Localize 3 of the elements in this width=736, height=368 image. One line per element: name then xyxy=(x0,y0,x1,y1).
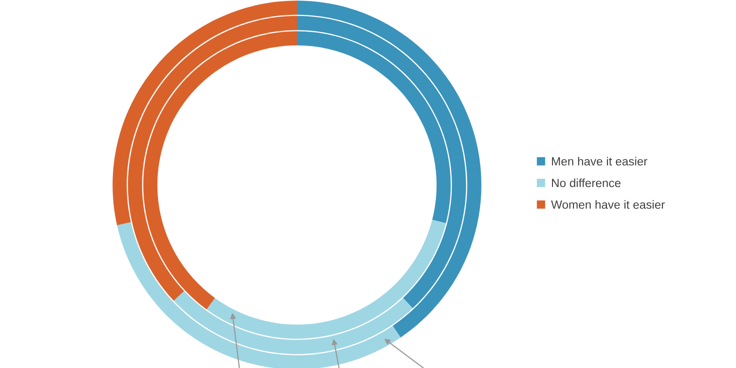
legend-label: Men have it easier xyxy=(552,156,648,166)
legend-label: Women have it easier xyxy=(551,200,665,209)
legend-label: No difference xyxy=(552,178,621,188)
